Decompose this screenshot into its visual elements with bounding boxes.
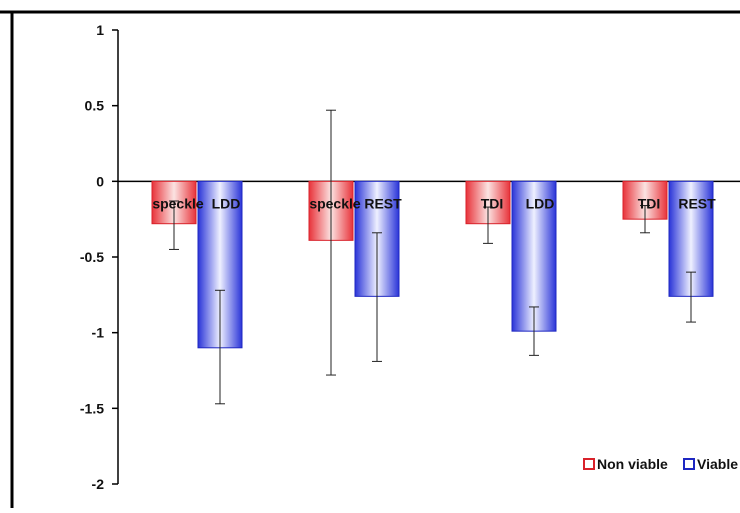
y-tick-label: -1 bbox=[92, 325, 105, 341]
y-tick-label: -0.5 bbox=[80, 249, 104, 265]
category-label-left: TDI bbox=[638, 195, 661, 211]
legend-label: Viable bbox=[697, 456, 738, 472]
y-tick-label: -1.5 bbox=[80, 400, 104, 416]
y-tick-label: 0 bbox=[96, 173, 104, 189]
y-tick-label: 1 bbox=[96, 22, 104, 38]
category-label-right: REST bbox=[364, 195, 402, 211]
category-label-right: REST bbox=[678, 195, 716, 211]
category-label-right: LDD bbox=[212, 195, 241, 211]
y-tick-label: 0.5 bbox=[85, 98, 105, 114]
legend-swatch-viable bbox=[683, 458, 695, 470]
bar-viable bbox=[511, 180, 557, 332]
legend-label: Non viable bbox=[597, 456, 668, 472]
category-label-right: LDD bbox=[526, 195, 555, 211]
category-label-left: speckle bbox=[309, 195, 361, 211]
y-tick-label: -2 bbox=[92, 476, 105, 492]
category-label-left: speckle bbox=[152, 195, 204, 211]
legend-swatch-non-viable bbox=[583, 458, 595, 470]
category-label-left: TDI bbox=[481, 195, 504, 211]
